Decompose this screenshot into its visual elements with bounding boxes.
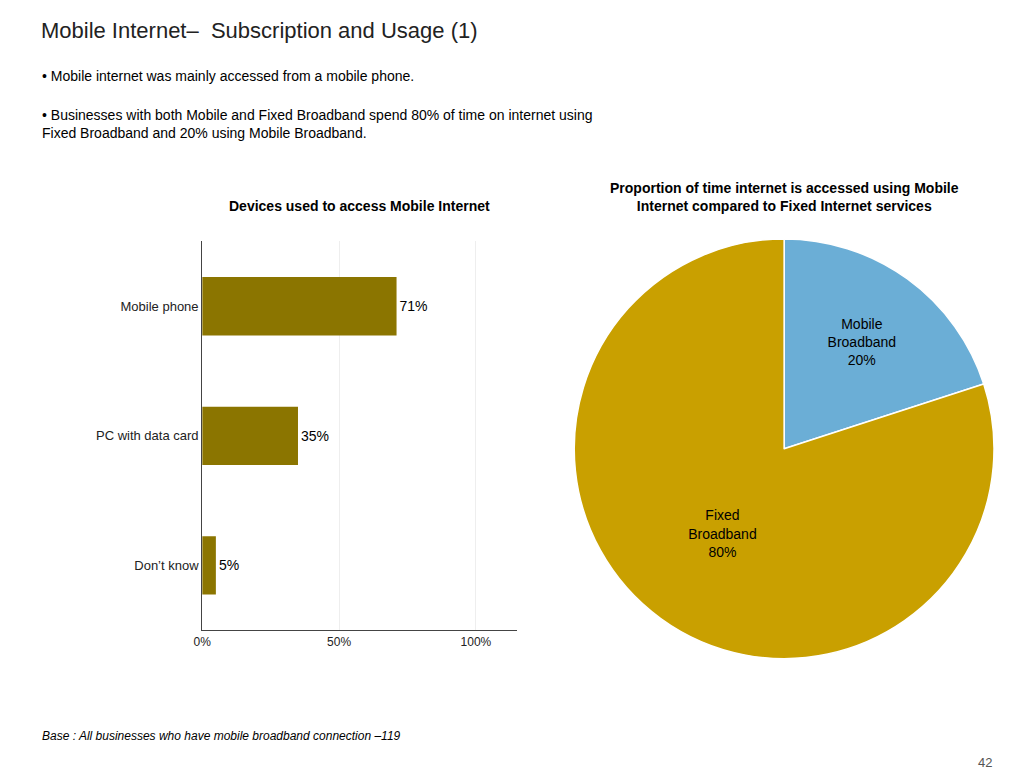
svg-text:Base : All businesses who have: Base : All businesses who have mobile br… [42,729,401,743]
svg-text:Proportion of time internet is: Proportion of time internet is accessed … [610,180,959,214]
svg-text:42: 42 [978,755,992,768]
svg-text:50%: 50% [327,635,351,649]
svg-text:71%: 71% [400,298,428,314]
svg-text:35%: 35% [301,428,329,444]
svg-text:PC with data card: PC with data card [96,428,199,443]
svg-text:Mobile phone: Mobile phone [121,299,199,314]
svg-text:Don’t know: Don’t know [134,558,199,573]
svg-text:FixedBroadband80%: FixedBroadband80% [688,507,757,559]
svg-text:• Businesses with both Mobile: • Businesses with both Mobile and Fixed … [42,107,592,141]
svg-text:5%: 5% [219,557,239,573]
svg-text:• Mobile internet was mainly a: • Mobile internet was mainly accessed fr… [42,68,414,84]
svg-text:Mobile Internet– Subscription: Mobile Internet– Subscription and Usage … [41,18,478,43]
svg-text:0%: 0% [194,635,212,649]
svg-text:MobileBroadband20%: MobileBroadband20% [828,316,897,368]
svg-text:100%: 100% [461,635,492,649]
svg-text:Devices used to access Mobile: Devices used to access Mobile Internet [229,198,490,214]
